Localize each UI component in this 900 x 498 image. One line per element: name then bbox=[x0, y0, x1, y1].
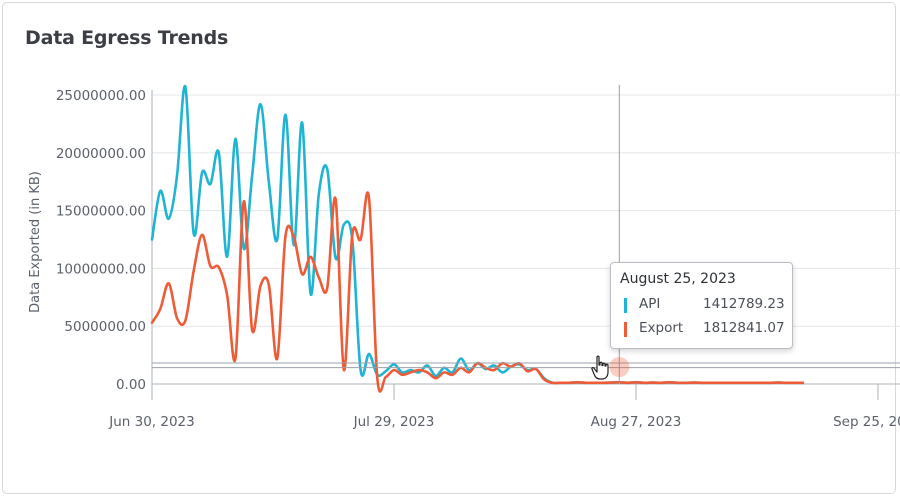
y-tick-label: 25000000.00 bbox=[56, 88, 146, 104]
tooltip-row-export: Export 1812841.07 bbox=[620, 320, 790, 340]
hand-cursor-icon bbox=[591, 355, 609, 380]
hover-tooltip: August 25, 2023 API 1412789.23 Export 18… bbox=[610, 262, 793, 349]
x-tick-label: Aug 27, 2023 bbox=[591, 414, 682, 430]
tooltip-series-value: 1812841.07 bbox=[703, 320, 785, 336]
y-axis-ticks: 0.00 5000000.00 10000000.00 15000000.00 2000… bbox=[56, 88, 146, 393]
y-axis-label: Data Exported (in KB) bbox=[28, 171, 43, 313]
export-swatch bbox=[624, 322, 627, 337]
y-tick-label: 20000000.00 bbox=[56, 146, 146, 162]
x-tick-label: Sep 25, 2023 bbox=[833, 414, 900, 430]
x-tick-label: Jul 29, 2023 bbox=[353, 414, 435, 430]
api-swatch bbox=[624, 298, 627, 313]
x-tick-label: Jun 30, 2023 bbox=[108, 414, 195, 430]
tooltip-series-name: Export bbox=[639, 320, 684, 336]
chart-title: Data Egress Trends bbox=[25, 27, 229, 49]
x-axis-ticks: Jun 30, 2023 Jul 29, 2023 Aug 27, 2023 Sep … bbox=[108, 384, 900, 430]
y-tick-label: 15000000.00 bbox=[56, 204, 146, 220]
hover-guides bbox=[152, 85, 900, 384]
y-tick-label: 0.00 bbox=[116, 377, 146, 393]
hover-marker bbox=[609, 357, 630, 378]
tooltip-date: August 25, 2023 bbox=[620, 271, 736, 287]
y-tick-label: 5000000.00 bbox=[64, 319, 146, 335]
tooltip-series-value: 1412789.23 bbox=[703, 296, 785, 312]
y-tick-label: 10000000.00 bbox=[56, 261, 146, 277]
tooltip-row-api: API 1412789.23 bbox=[620, 296, 790, 316]
tooltip-series-name: API bbox=[639, 296, 661, 312]
